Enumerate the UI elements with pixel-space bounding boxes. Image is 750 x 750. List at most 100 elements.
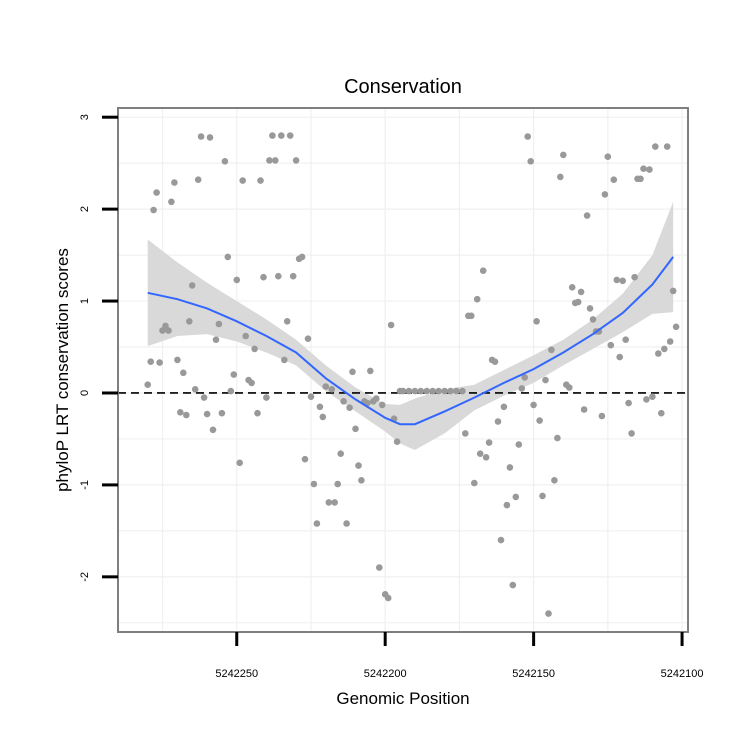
data-point [376,564,383,571]
data-point [206,134,214,141]
data-point [212,336,220,344]
data-point [260,273,267,281]
data-point [307,393,315,401]
data-point [292,157,300,164]
data-point [548,346,555,354]
data-point [545,610,552,617]
data-point [539,492,546,500]
y-tick-label: 2 [79,206,91,212]
data-point [423,387,431,395]
data-point [652,143,659,150]
data-point [462,430,469,437]
data-point [230,371,238,378]
data-point [669,287,677,295]
data-point [658,409,665,417]
data-point [304,335,312,343]
smooth-confidence-band [147,201,674,450]
y-tick-label: 0 [79,390,91,396]
data-point [655,350,662,357]
data-point [281,356,288,364]
data-point [263,394,270,401]
plot-panel-border [117,107,689,633]
data-point [313,520,321,527]
data-point [239,177,246,184]
data-point [574,298,582,306]
data-point [194,176,202,183]
data-point [589,316,597,323]
data-point [340,398,347,405]
data-point [482,454,490,461]
data-point [628,430,635,437]
data-point [218,409,226,417]
data-point [310,480,318,488]
data-point [468,312,475,320]
data-point [637,175,644,183]
data-point [269,132,276,139]
data-point [147,358,154,366]
data-point [257,177,264,184]
data-point [521,374,528,381]
data-point [500,403,508,411]
data-point [150,206,157,214]
data-point [459,387,466,395]
data-point [497,536,505,544]
data-point [215,320,223,328]
data-point [251,345,258,353]
data-point [209,426,217,434]
x-tick-label: 5242250 [215,668,258,680]
confidence-band [147,201,674,450]
data-point [275,272,282,280]
data-point [289,272,297,280]
data-point [177,409,184,416]
data-point [283,318,291,325]
data-point [643,396,650,403]
data-point [384,594,392,602]
data-point [322,383,330,390]
data-point [530,401,537,409]
data-point [183,411,190,419]
data-point [613,276,621,284]
data-point [254,409,261,417]
data-point [506,464,514,471]
data-point [663,143,671,150]
data-point [203,410,211,418]
data-point [200,394,208,401]
data-point [551,477,558,484]
data-point [447,387,454,395]
data-point [278,132,285,139]
data-point [197,133,205,140]
data-point [554,434,561,442]
data-point [560,151,567,159]
data-point [491,358,499,366]
data-point [224,253,232,261]
data-point [542,376,549,384]
data-point [174,356,181,364]
data-point [583,212,591,219]
y-tick-label: 1 [79,298,91,304]
grid-lines [118,108,688,632]
y-tick-label: 3 [79,114,91,120]
data-point [616,353,623,361]
data-point [435,387,442,395]
x-axis-label: Genomic Position [336,689,469,708]
data-point [316,403,324,411]
data-point [343,520,350,527]
data-point [479,267,487,275]
data-point [568,284,576,291]
data-point [186,318,193,325]
data-point [640,165,647,172]
data-point [358,477,365,484]
axis-ticks: 5242250 5242200 5242150 5242100 3 2 1 0 -1 -2 [79,114,703,680]
data-point [453,387,460,395]
x-tick-label: 5242150 [512,668,555,680]
data-point [331,499,339,506]
data-point [518,385,526,392]
y-axis-label: phyloP LRT conservation scores [53,248,72,492]
data-point [429,387,437,395]
data-point [180,369,187,377]
data-point [367,367,374,375]
data-point [156,359,163,366]
y-tick-label: -2 [79,572,91,582]
data-point [646,166,653,173]
